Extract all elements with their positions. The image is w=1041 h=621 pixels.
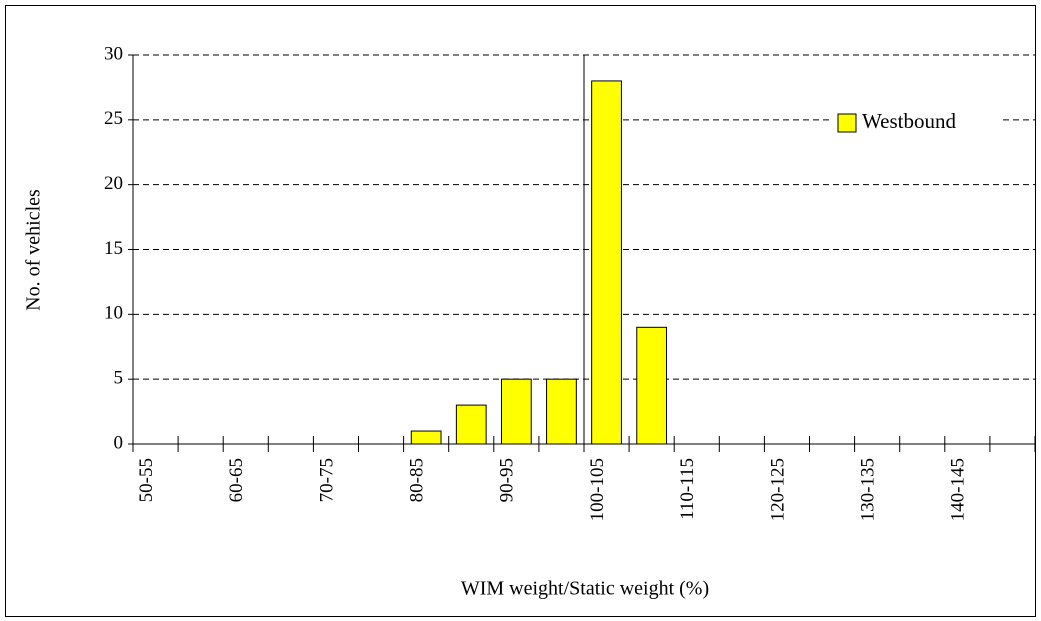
bar xyxy=(636,326,668,445)
x-tick-label: 90-95 xyxy=(497,458,518,502)
bar xyxy=(500,378,532,445)
x-tick-label: 100-105 xyxy=(587,458,608,521)
bar xyxy=(455,404,487,445)
chart-border xyxy=(5,5,1036,617)
x-tick-label: 110-115 xyxy=(677,458,698,520)
y-tick-label: 20 xyxy=(104,173,123,194)
bar xyxy=(546,378,577,445)
x-axis-label: WIM weight/Static weight (%) xyxy=(461,578,709,600)
x-tick-label: 60-65 xyxy=(226,458,247,502)
x-tick-label: 70-75 xyxy=(316,458,337,502)
bar xyxy=(591,80,622,445)
x-tick-label: 50-55 xyxy=(136,458,157,502)
x-tick-label: 80-85 xyxy=(407,458,428,502)
x-tick-label: 120-125 xyxy=(767,458,788,521)
y-axis-label: No. of vehicles xyxy=(23,189,45,311)
y-tick-label: 15 xyxy=(104,238,123,259)
bar xyxy=(410,430,442,445)
y-tick-label: 25 xyxy=(104,108,123,129)
y-tick-label: 0 xyxy=(114,432,124,453)
x-tick-label: 140-145 xyxy=(948,458,969,521)
legend-swatch xyxy=(837,113,857,133)
x-tick-label: 130-135 xyxy=(858,458,879,521)
y-tick-label: 5 xyxy=(114,368,124,389)
y-tick-label: 10 xyxy=(104,303,123,324)
legend-background xyxy=(832,108,1002,138)
y-tick-label: 30 xyxy=(104,43,123,64)
legend-label: Westbound xyxy=(862,109,956,133)
